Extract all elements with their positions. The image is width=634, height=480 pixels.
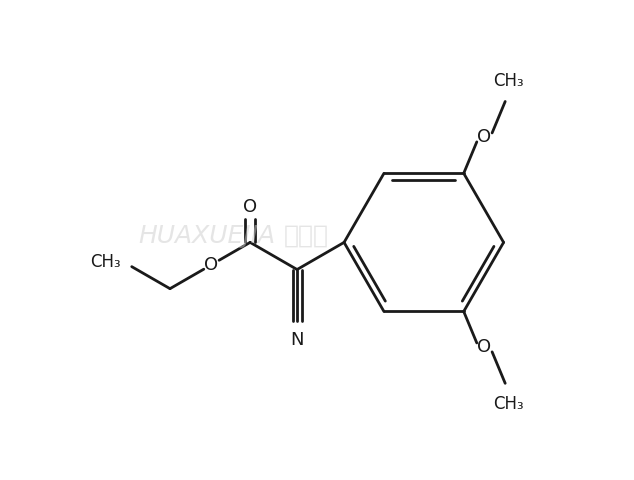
Text: O: O (204, 256, 219, 274)
Text: O: O (243, 198, 257, 216)
Text: CH₃: CH₃ (90, 252, 121, 271)
Text: CH₃: CH₃ (493, 72, 524, 90)
Text: CH₃: CH₃ (493, 395, 524, 413)
Text: 化学加: 化学加 (283, 224, 328, 248)
Text: N: N (290, 331, 304, 348)
Text: HUAXUEJIA: HUAXUEJIA (138, 224, 275, 248)
Text: O: O (477, 129, 491, 146)
Text: O: O (477, 338, 491, 356)
